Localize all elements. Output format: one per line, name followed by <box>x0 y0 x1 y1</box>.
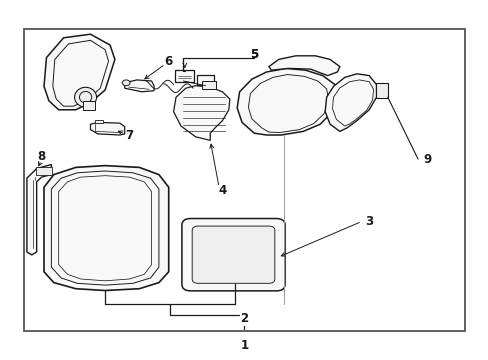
Text: 8: 8 <box>38 150 45 163</box>
Bar <box>24 29 464 331</box>
Text: 5: 5 <box>250 48 258 61</box>
FancyBboxPatch shape <box>375 83 387 98</box>
Polygon shape <box>44 166 168 291</box>
Text: 9: 9 <box>423 153 431 166</box>
Polygon shape <box>268 56 339 76</box>
Bar <box>95 120 102 123</box>
Text: 6: 6 <box>164 55 172 68</box>
FancyBboxPatch shape <box>182 219 285 291</box>
Text: 5: 5 <box>250 48 258 61</box>
Polygon shape <box>173 86 229 140</box>
Text: 1: 1 <box>240 339 248 352</box>
Text: 3: 3 <box>365 215 372 228</box>
Polygon shape <box>27 165 51 255</box>
Text: 2: 2 <box>240 312 248 325</box>
Bar <box>83 101 95 110</box>
Polygon shape <box>325 74 376 131</box>
Polygon shape <box>237 68 337 135</box>
Circle shape <box>122 80 130 86</box>
FancyBboxPatch shape <box>36 167 52 175</box>
FancyBboxPatch shape <box>197 75 213 85</box>
Polygon shape <box>124 80 154 92</box>
Ellipse shape <box>74 87 96 107</box>
Text: 7: 7 <box>125 129 133 142</box>
FancyBboxPatch shape <box>202 81 215 89</box>
Polygon shape <box>90 122 124 135</box>
FancyBboxPatch shape <box>192 226 274 283</box>
Polygon shape <box>44 34 115 110</box>
Text: 4: 4 <box>218 184 226 197</box>
FancyBboxPatch shape <box>175 70 194 82</box>
